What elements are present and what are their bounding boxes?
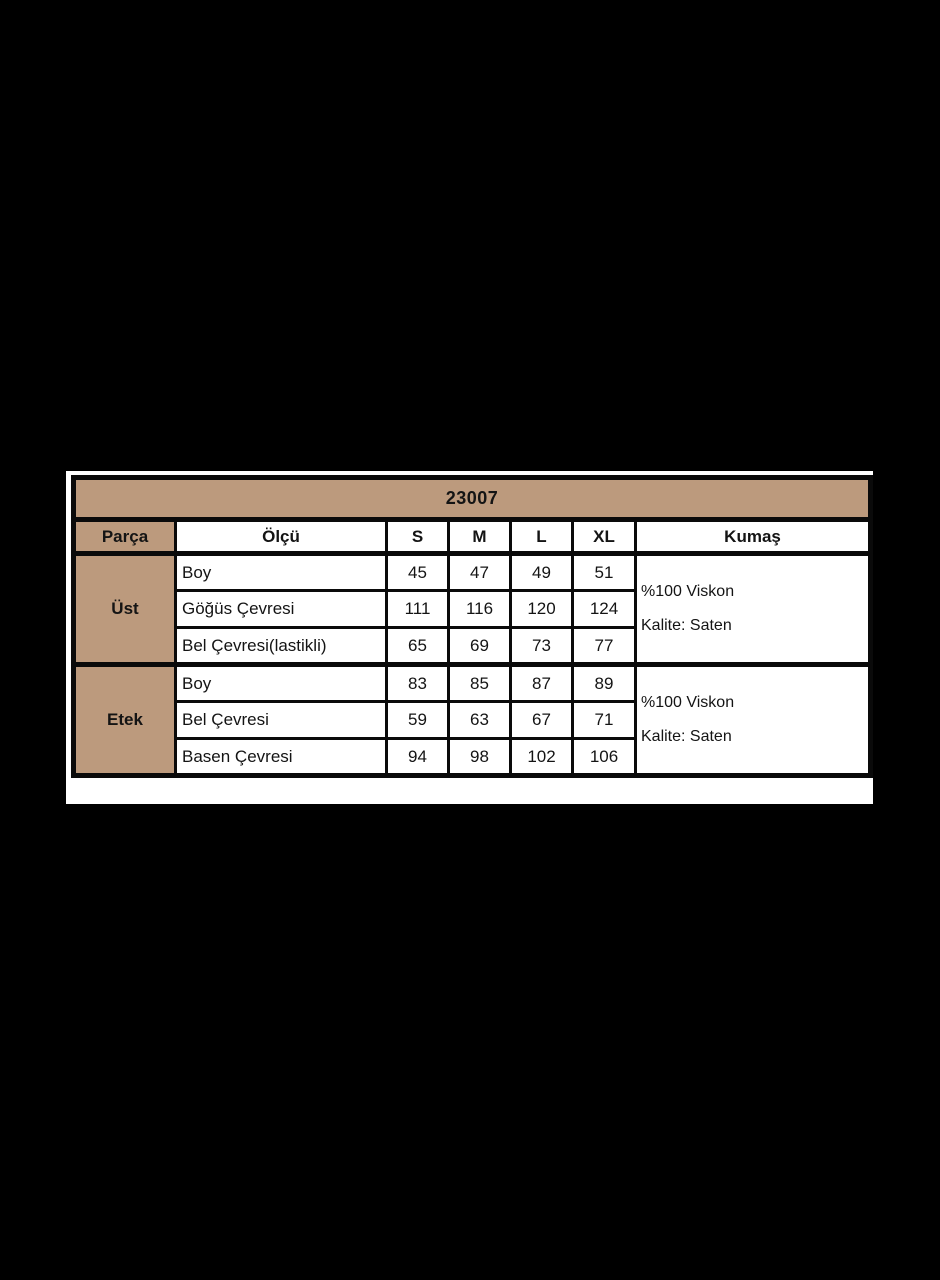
measure-label: Bel Çevresi: [174, 700, 388, 740]
size-chart-table: 23007 Parça Ölçü S M L XL Kumaş Üst Boy …: [71, 475, 874, 778]
size-value: 67: [509, 700, 574, 740]
table-row: Etek Boy 83 85 87 89 %100 Viskon Kalite:…: [72, 662, 873, 777]
group-cell-etek: Etek: [72, 662, 177, 777]
table-row: Basen Çevresi 94 98 102 106: [74, 737, 871, 777]
fabric-line-2: Kalite: Saten: [641, 728, 732, 745]
size-value: 59: [385, 700, 450, 740]
size-value: 89: [571, 662, 637, 703]
size-value: 120: [509, 589, 574, 629]
size-value: 73: [509, 626, 574, 666]
col-header-size-s: S: [385, 518, 450, 556]
group-cell-ust: Üst: [72, 551, 177, 666]
measure-label: Boy: [174, 662, 388, 703]
col-header-parca: Parça: [72, 518, 177, 556]
fabric-line-1: %100 Viskon: [641, 694, 735, 711]
size-chart-frame: 23007 Parça Ölçü S M L XL Kumaş Üst Boy …: [66, 471, 874, 804]
measure-label: Göğüs Çevresi: [174, 589, 388, 629]
size-value: 47: [447, 551, 512, 592]
col-header-size-xl: XL: [571, 518, 637, 556]
size-value: 63: [447, 700, 512, 740]
size-value: 51: [571, 551, 637, 592]
size-value: 85: [447, 662, 512, 703]
product-code: 23007: [71, 476, 873, 522]
size-value: 71: [571, 700, 637, 740]
size-value: 83: [385, 662, 450, 703]
column-header-row: Parça Ölçü S M L XL Kumaş: [72, 518, 873, 556]
fabric-line-1: %100 Viskon: [641, 583, 735, 600]
title-row: 23007: [71, 476, 873, 522]
size-value: 65: [385, 626, 450, 666]
size-value: 45: [385, 551, 450, 592]
size-value: 98: [447, 737, 512, 777]
table-row: Bel Çevresi 59 63 67 71: [74, 700, 871, 740]
size-value: 102: [509, 737, 574, 777]
table-row: Bel Çevresi(lastikli) 65 69 73 77: [74, 626, 871, 666]
col-header-size-l: L: [509, 518, 574, 556]
measure-label: Basen Çevresi: [174, 737, 388, 777]
col-header-size-m: M: [447, 518, 512, 556]
fabric-line-2: Kalite: Saten: [641, 617, 732, 634]
size-value: 87: [509, 662, 574, 703]
size-value: 94: [385, 737, 450, 777]
size-value: 69: [447, 626, 512, 666]
size-value: 116: [447, 589, 512, 629]
col-header-olcu: Ölçü: [174, 518, 388, 556]
measure-label: Boy: [174, 551, 388, 592]
size-value: 124: [571, 589, 637, 629]
size-value: 111: [385, 589, 450, 629]
size-value: 106: [571, 737, 637, 777]
table-row: Üst Boy 45 47 49 51 %100 Viskon Kalite: …: [72, 551, 873, 666]
size-value: 77: [571, 626, 637, 666]
fabric-cell-ust: %100 Viskon Kalite: Saten: [633, 551, 873, 666]
table-row: Göğüs Çevresi 111 116 120 124: [74, 589, 871, 629]
fabric-cell-etek: %100 Viskon Kalite: Saten: [633, 662, 873, 777]
col-header-kumas: Kumaş: [633, 518, 873, 556]
size-value: 49: [509, 551, 574, 592]
measure-label: Bel Çevresi(lastikli): [174, 626, 388, 666]
